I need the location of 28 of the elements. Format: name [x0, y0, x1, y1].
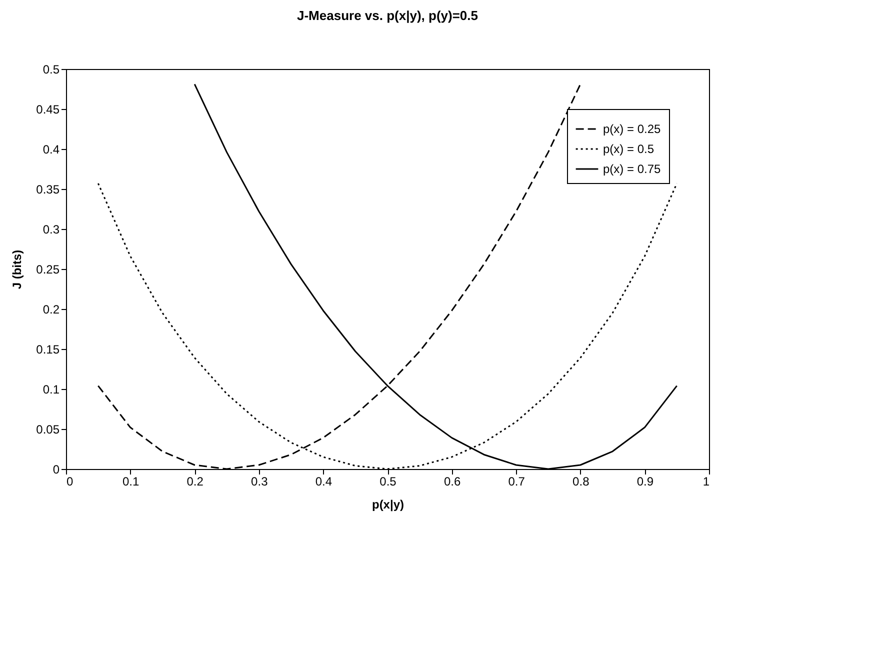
legend-label: p(x) = 0.75 — [603, 162, 662, 176]
legend-label: p(x) = 0.5 — [603, 142, 654, 156]
x-tick-label: 0.7 — [508, 474, 526, 488]
x-tick-label: 0.6 — [444, 474, 461, 488]
y-tick-label: 0.25 — [36, 262, 60, 276]
y-tick-label: 0 — [52, 462, 60, 476]
x-tick-label: 0.5 — [380, 474, 397, 488]
x-tick-label: 0.4 — [315, 474, 332, 488]
x-tick-label: 1 — [702, 474, 710, 488]
x-tick-label: 0.9 — [636, 474, 654, 488]
y-tick-label: 0.5 — [42, 62, 60, 76]
x-axis-title: p(x|y) — [372, 498, 404, 512]
y-tick-label: 0.1 — [42, 382, 60, 396]
y-tick-label: 0.05 — [36, 422, 60, 436]
y-tick-label: 0.15 — [36, 342, 60, 356]
y-tick-label: 0.45 — [36, 102, 60, 116]
y-tick-label: 0.35 — [36, 182, 60, 196]
x-tick-label: 0.3 — [251, 474, 268, 488]
y-tick-label: 0.2 — [42, 302, 60, 316]
y-tick-label: 0.4 — [42, 142, 60, 156]
chart-title: J-Measure vs. p(x|y), p(y)=0.5 — [296, 8, 478, 23]
legend-label: p(x) = 0.25 — [603, 122, 662, 136]
x-tick-label: 0.8 — [572, 474, 590, 488]
x-tick-label: 0 — [66, 474, 74, 488]
y-tick-label: 0.3 — [42, 222, 60, 236]
x-tick-label: 0.1 — [122, 474, 140, 488]
x-tick-label: 0.2 — [186, 474, 204, 488]
y-axis-title: J (bits) — [10, 250, 24, 290]
